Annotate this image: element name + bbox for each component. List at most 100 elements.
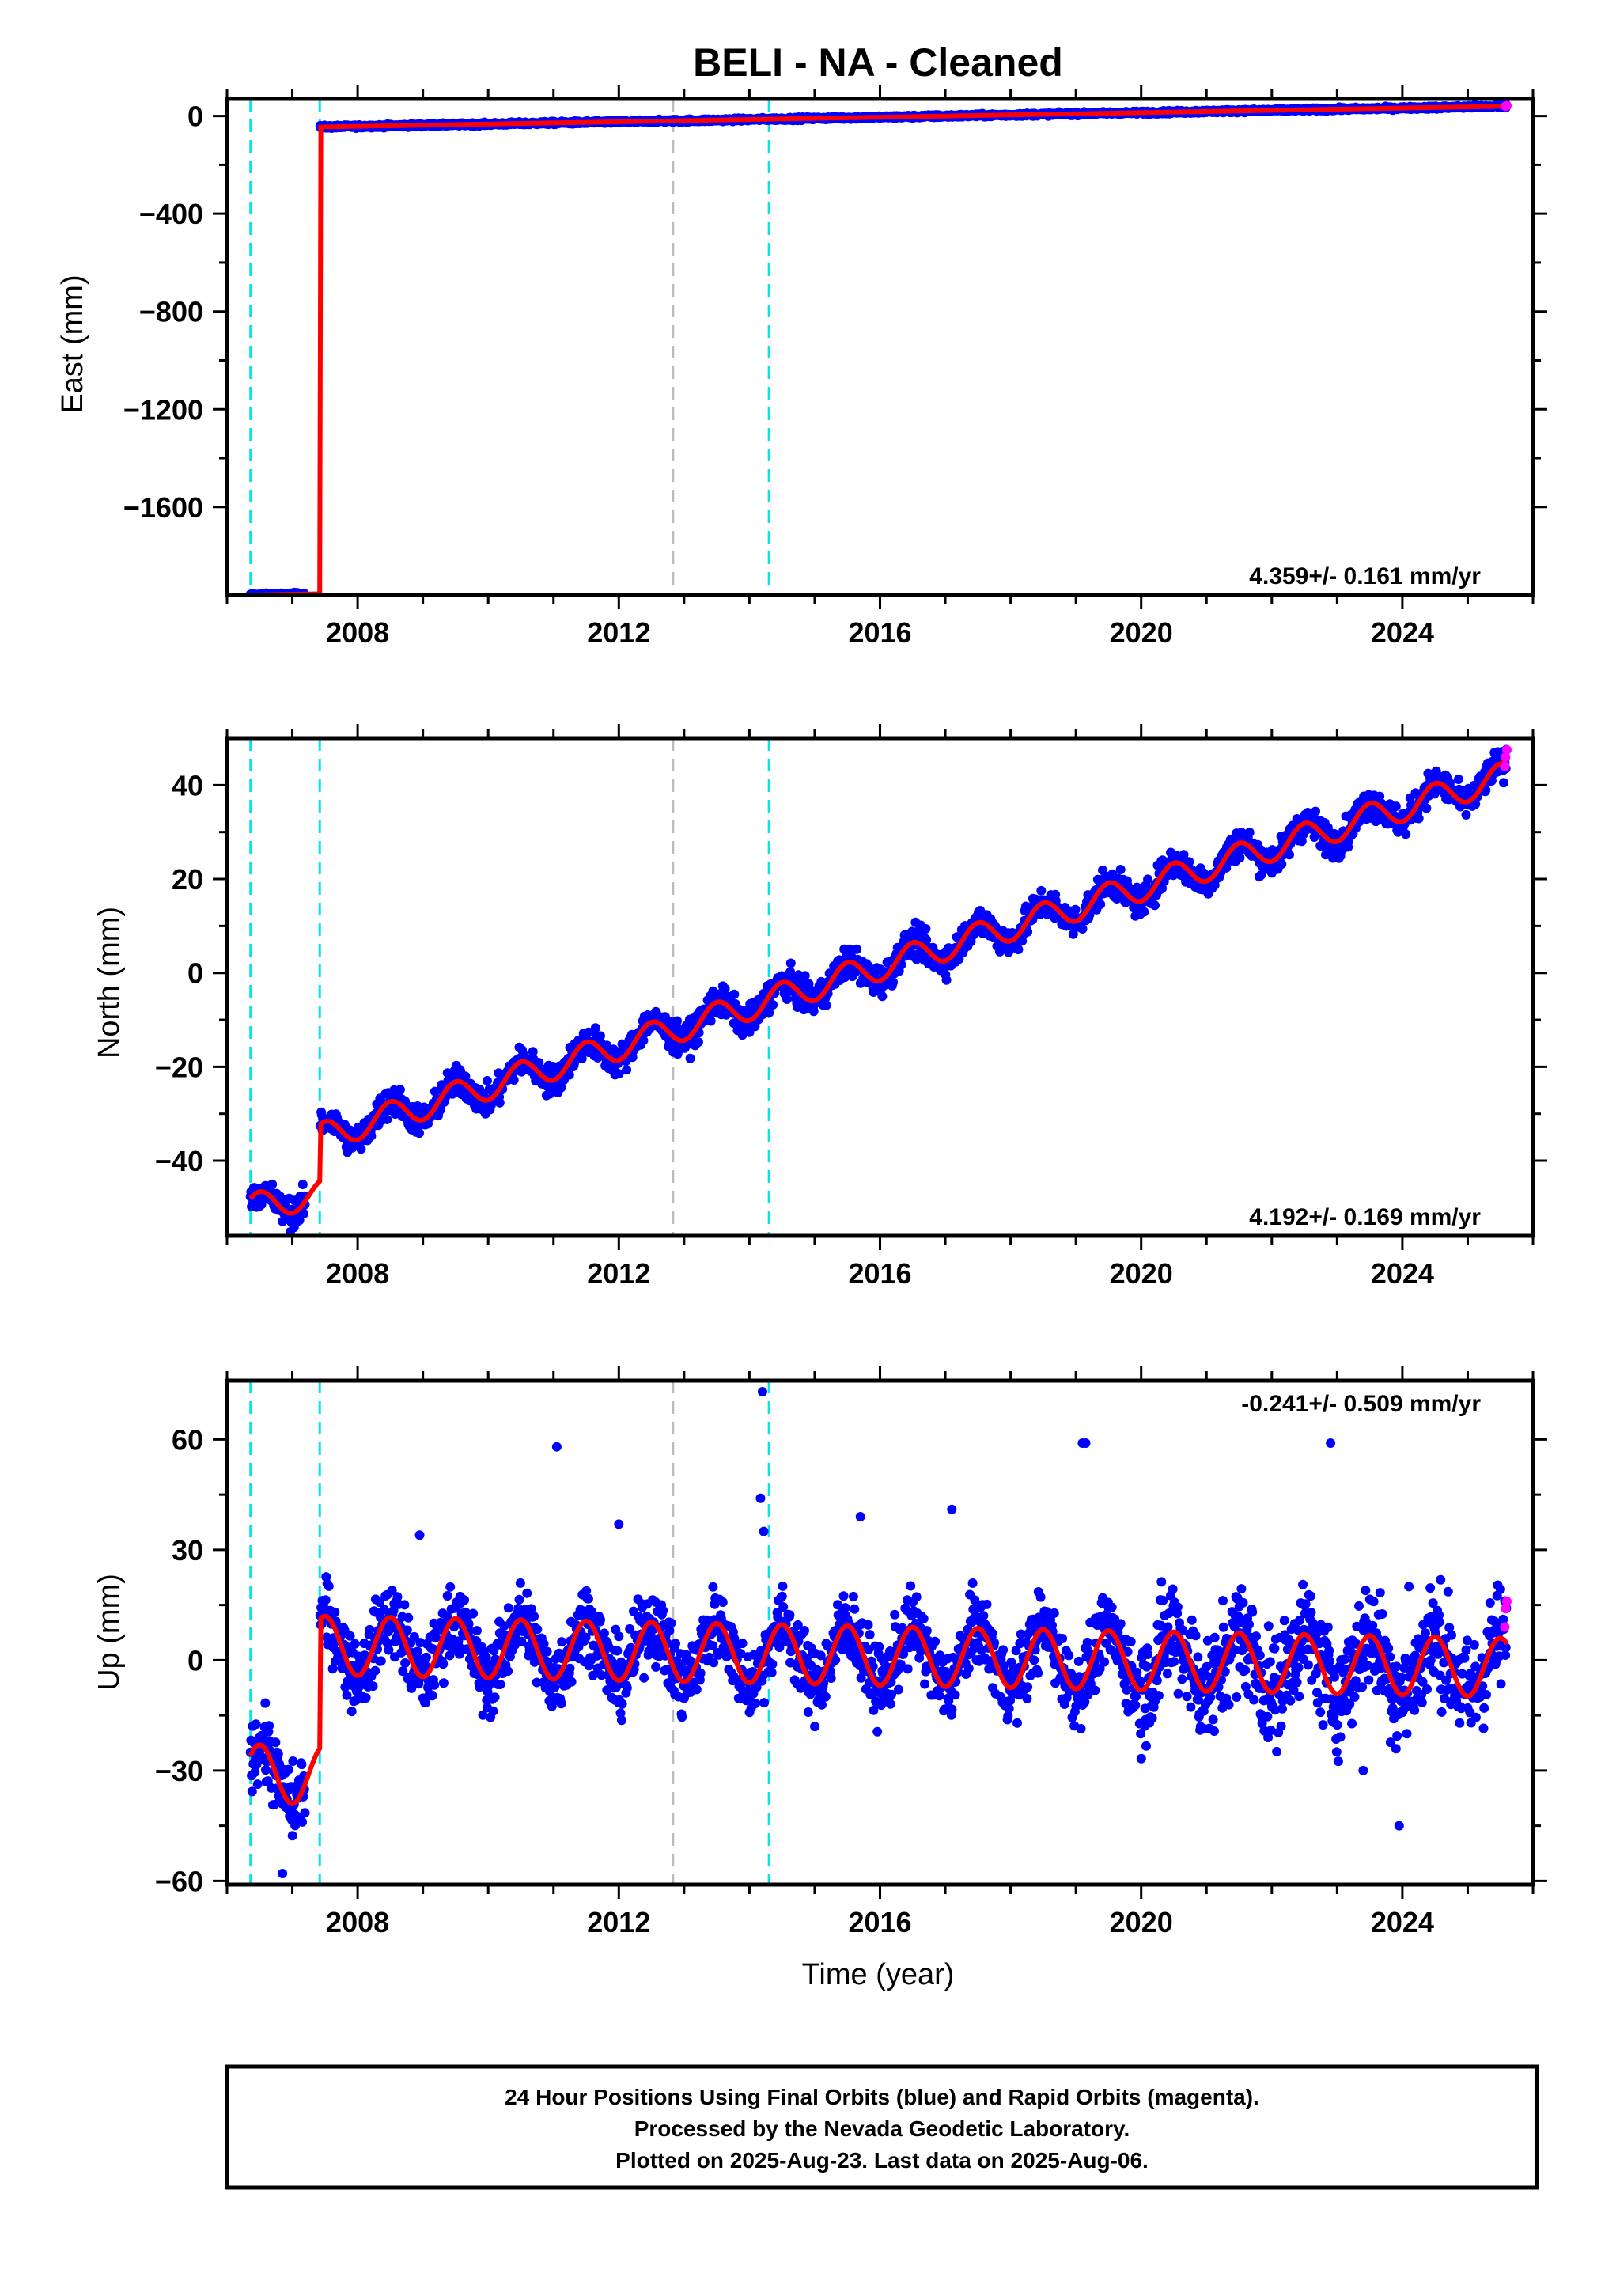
north-data-point: [729, 989, 740, 999]
east-ytick-label: 0: [187, 100, 203, 133]
north-xtick-label: 2012: [587, 1257, 650, 1290]
north-data-point: [845, 944, 855, 954]
east-model-line: [250, 104, 1507, 595]
east-xtick-label: 2020: [1110, 616, 1173, 649]
north-data-point: [1391, 801, 1401, 812]
north-data-point: [1096, 900, 1106, 909]
up-data-point: [287, 1831, 297, 1841]
figure-title: BELI - NA - Cleaned: [693, 40, 1063, 85]
north-data-point: [1179, 850, 1189, 860]
north-data-point: [1143, 874, 1153, 885]
panel-east: 2008 2012 2016 2020 20240−400−800−1200−1600 …: [56, 85, 1547, 649]
north-data-point: [764, 1008, 774, 1017]
up-data-point: [350, 1639, 360, 1649]
up-data-point: [300, 1808, 310, 1818]
north-data-point: [720, 983, 730, 994]
north-data-point: [877, 991, 888, 1002]
up-data-point: [361, 1693, 371, 1703]
north-data-point: [672, 1016, 682, 1026]
north-xtick-label: 2008: [326, 1257, 389, 1290]
north-data-point: [528, 1047, 538, 1057]
up-data-point: [376, 1656, 386, 1666]
north-data-point: [1023, 926, 1033, 937]
up-data-point: [399, 1600, 410, 1610]
east-xtick-label: 2016: [848, 616, 911, 649]
north-data-point: [1311, 806, 1320, 816]
east-final-points: [245, 100, 1512, 595]
east-ytick-label: −1600: [123, 491, 203, 524]
north-xtick-label: 2024: [1371, 1257, 1434, 1290]
up-data-point: [400, 1658, 411, 1668]
north-data-point: [852, 944, 862, 954]
north-data-point: [299, 1208, 309, 1218]
north-data-point: [800, 971, 810, 981]
north-data-point: [382, 1114, 392, 1124]
north-data-point: [785, 958, 796, 968]
up-data-point: [330, 1607, 340, 1617]
north-ylabel: North (mm): [93, 907, 126, 1059]
north-data-point: [1285, 850, 1294, 860]
east-ytick-label: −1200: [123, 393, 203, 426]
north-data-point: [706, 1016, 716, 1026]
north-data-point: [1036, 885, 1047, 896]
north-data-point: [1499, 778, 1508, 788]
north-ytick-label: −20: [155, 1051, 203, 1083]
north-data-point: [1139, 907, 1149, 917]
east-ytick-label: −400: [139, 198, 203, 230]
north-data-point: [685, 1053, 695, 1063]
east-xtick-label: 2008: [326, 616, 389, 649]
north-data-point: [545, 1089, 555, 1099]
north-data-point: [1150, 900, 1160, 911]
east-ytick-label: −800: [139, 296, 203, 328]
north-data-point: [1453, 775, 1463, 784]
north-data-point: [509, 1075, 519, 1085]
east-rate-label: 4.359+/- 0.161 mm/yr: [1249, 563, 1481, 589]
north-data-point: [1184, 857, 1194, 867]
north-data-point: [1461, 809, 1471, 820]
north-data-point: [1013, 945, 1024, 955]
north-data-point: [1115, 865, 1126, 874]
north-data-point: [590, 1023, 600, 1033]
north-data-point: [693, 1037, 703, 1048]
north-data-point: [366, 1131, 377, 1141]
north-data-point: [1421, 803, 1432, 813]
north-data-point: [821, 1000, 831, 1010]
north-data-point: [267, 1179, 278, 1189]
north-data-point: [614, 1069, 624, 1079]
up-data-point: [370, 1665, 380, 1676]
north-data-point: [395, 1085, 405, 1095]
up-data-point: [288, 1756, 298, 1766]
up-data-point: [261, 1765, 271, 1775]
north-data-point: [808, 1006, 819, 1017]
north-ytick-label: −40: [155, 1145, 203, 1177]
north-data-point: [1414, 813, 1424, 824]
up-data-point: [271, 1737, 281, 1748]
north-data-point: [638, 1036, 649, 1046]
north-data-point: [622, 1065, 632, 1075]
north-rate-label: 4.192+/- 0.169 mm/yr: [1249, 1204, 1481, 1230]
north-data-point: [494, 1097, 505, 1108]
up-final-points: [245, 1386, 1512, 1879]
up-data-point: [252, 1779, 263, 1790]
north-data-point: [782, 995, 792, 1004]
north-data-point: [1277, 859, 1287, 870]
north-data-point: [941, 975, 952, 985]
north-final-points: [245, 744, 1512, 1236]
east-ylabel: East (mm): [56, 275, 89, 413]
north-data-point: [483, 1076, 492, 1085]
up-data-point: [346, 1707, 357, 1717]
north-data-point: [921, 924, 931, 934]
up-data-point: [273, 1749, 283, 1759]
up-data-point: [251, 1719, 261, 1730]
north-data-point: [1070, 904, 1081, 915]
east-xtick-label: 2024: [1371, 616, 1434, 649]
up-data-point: [297, 1760, 307, 1770]
north-data-point: [356, 1144, 366, 1154]
north-xtick-label: 2020: [1110, 1257, 1173, 1290]
north-data-point: [1077, 924, 1088, 934]
north-data-point: [768, 1000, 778, 1010]
north-data-point: [577, 1054, 587, 1063]
